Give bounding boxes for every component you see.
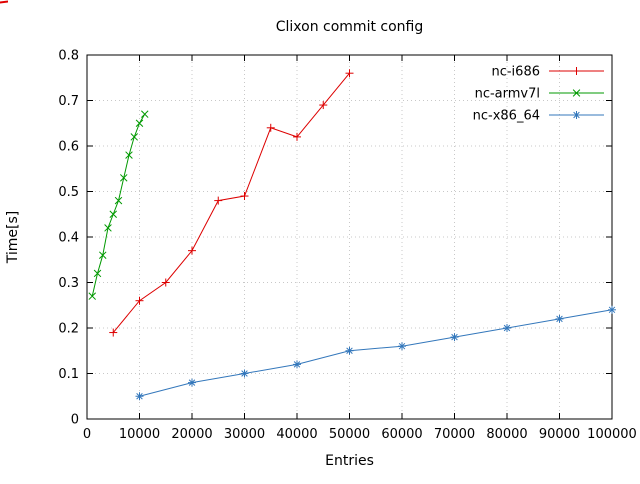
- series-nc-i686: [109, 69, 354, 337]
- svg-text:70000: 70000: [434, 427, 475, 442]
- svg-text:90000: 90000: [539, 427, 580, 442]
- svg-text:0.6: 0.6: [58, 140, 79, 155]
- svg-text:60000: 60000: [381, 427, 422, 442]
- svg-text:50000: 50000: [329, 427, 370, 442]
- legend-label-nc-armv7l: nc-armv7l: [475, 87, 540, 102]
- svg-text:0.8: 0.8: [58, 49, 79, 64]
- svg-text:0.1: 0.1: [58, 367, 79, 382]
- chart-title: Clixon commit config: [276, 19, 424, 35]
- svg-text:20000: 20000: [171, 427, 212, 442]
- legend-label-nc-x86_64: nc-x86_64: [473, 109, 540, 124]
- y-axis-label: Time[s]: [5, 211, 21, 264]
- svg-text:40000: 40000: [276, 427, 317, 442]
- tick-marks: [86, 54, 613, 420]
- svg-text:80000: 80000: [486, 427, 527, 442]
- x-tick-labels: 0 10000 20000 30000 40000 50000 60000 70000 8000…: [83, 427, 637, 442]
- legend-label-nc-i686: nc-i686: [491, 65, 540, 80]
- svg-text:0.2: 0.2: [58, 322, 79, 337]
- legend-sample-nc-armv7l: [549, 89, 604, 97]
- svg-text:100000: 100000: [587, 427, 637, 442]
- svg-text:0: 0: [83, 427, 91, 442]
- y-tick-labels: 0 0.1 0.2 0.3 0.4 0.5 0.6 0.7 0.8: [58, 49, 79, 428]
- series-nc-armv7l: [88, 110, 149, 300]
- svg-text:0.5: 0.5: [58, 185, 79, 200]
- legend-sample-nc-x86_64: [549, 111, 604, 119]
- svg-text:0.4: 0.4: [58, 231, 79, 246]
- svg-text:0: 0: [71, 413, 79, 428]
- x-axis-label: Entries: [325, 453, 374, 469]
- svg-text:0.3: 0.3: [58, 276, 79, 291]
- legend-sample-nc-i686: [549, 67, 604, 75]
- svg-text:10000: 10000: [119, 427, 160, 442]
- svg-text:30000: 30000: [224, 427, 265, 442]
- series-nc-x86_64: [135, 305, 616, 401]
- svg-text:0.7: 0.7: [58, 94, 79, 109]
